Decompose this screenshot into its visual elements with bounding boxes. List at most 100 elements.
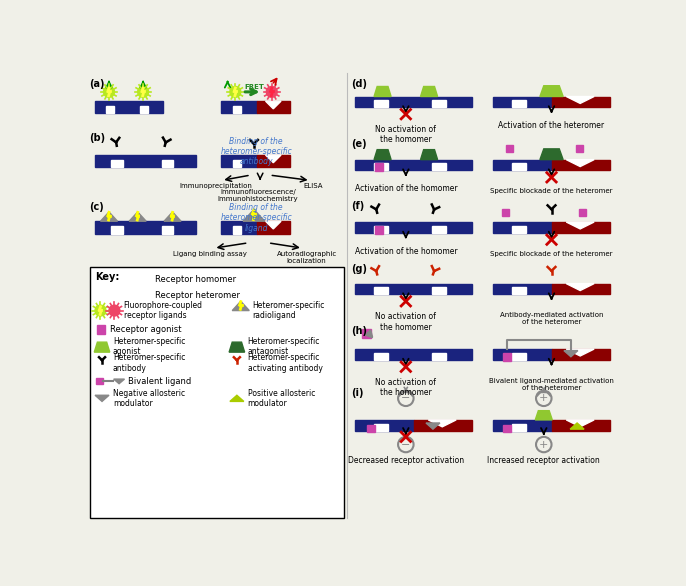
Text: Activation of the homomer: Activation of the homomer bbox=[355, 247, 457, 255]
Polygon shape bbox=[243, 209, 265, 222]
Bar bbox=[502, 209, 509, 216]
Text: Activation of the heteromer: Activation of the heteromer bbox=[499, 121, 604, 130]
Bar bbox=[552, 222, 610, 233]
Text: Bivalent ligand: Bivalent ligand bbox=[128, 377, 191, 386]
Polygon shape bbox=[566, 222, 594, 229]
Text: Autoradiographic
localization: Autoradiographic localization bbox=[276, 250, 337, 264]
Text: (d): (d) bbox=[351, 79, 368, 89]
Bar bbox=[512, 163, 526, 171]
Text: No activation of
the homomer: No activation of the homomer bbox=[375, 125, 436, 144]
Bar bbox=[355, 420, 414, 431]
Text: No activation of
the homomer: No activation of the homomer bbox=[375, 312, 436, 332]
Text: Positive allosteric
modulator: Positive allosteric modulator bbox=[248, 389, 315, 408]
Bar bbox=[96, 275, 150, 284]
Text: (f): (f) bbox=[351, 201, 365, 211]
Text: Activation of the homomer: Activation of the homomer bbox=[355, 184, 457, 193]
Bar bbox=[355, 159, 472, 171]
Bar bbox=[233, 105, 241, 114]
Bar bbox=[506, 145, 512, 152]
Bar bbox=[105, 294, 111, 300]
Text: Bivalent ligand-mediated activation
of the heteromer: Bivalent ligand-mediated activation of t… bbox=[489, 377, 614, 390]
Bar bbox=[512, 226, 526, 233]
Text: ELISA: ELISA bbox=[304, 183, 323, 189]
Text: (b): (b) bbox=[89, 132, 105, 142]
Polygon shape bbox=[566, 97, 594, 104]
Text: Fluorophore-coupled
receptor ligands: Fluorophore-coupled receptor ligands bbox=[123, 301, 203, 321]
Circle shape bbox=[104, 87, 115, 97]
Bar bbox=[222, 155, 257, 168]
Polygon shape bbox=[540, 86, 563, 97]
Bar bbox=[493, 284, 552, 294]
Polygon shape bbox=[229, 342, 245, 352]
Text: Ligang binding assay: Ligang binding assay bbox=[173, 250, 247, 257]
Text: Increased receptor activation: Increased receptor activation bbox=[487, 456, 600, 465]
Text: Negative allosteric
modulator: Negative allosteric modulator bbox=[113, 389, 185, 408]
Bar bbox=[233, 159, 241, 168]
Text: Heteromer-specific
radioligand: Heteromer-specific radioligand bbox=[252, 301, 324, 321]
Bar bbox=[257, 101, 289, 114]
Circle shape bbox=[95, 305, 106, 316]
Polygon shape bbox=[535, 411, 552, 420]
Bar bbox=[432, 288, 446, 294]
Polygon shape bbox=[164, 212, 181, 222]
Bar bbox=[576, 145, 582, 152]
Polygon shape bbox=[374, 149, 391, 159]
Bar bbox=[96, 291, 123, 300]
Bar bbox=[132, 279, 138, 284]
Text: Heteromer-specific
antagonist: Heteromer-specific antagonist bbox=[248, 337, 320, 356]
Bar bbox=[233, 226, 241, 234]
Bar bbox=[374, 226, 388, 233]
Text: No activation of
the homomer: No activation of the homomer bbox=[375, 377, 436, 397]
Text: Heteromer-specific
agonist: Heteromer-specific agonist bbox=[113, 337, 185, 356]
Bar bbox=[432, 353, 446, 360]
Text: +: + bbox=[539, 440, 549, 449]
Bar bbox=[375, 163, 383, 171]
Bar bbox=[493, 349, 552, 360]
Bar bbox=[355, 222, 472, 233]
Circle shape bbox=[138, 87, 149, 97]
Bar bbox=[552, 97, 610, 107]
Text: Binding of the
heteromer-specific
antibody: Binding of the heteromer-specific antibo… bbox=[220, 137, 292, 166]
Bar bbox=[95, 155, 196, 168]
Bar bbox=[162, 226, 174, 234]
Text: −: − bbox=[401, 440, 410, 449]
Text: Antibody-mediated activation
of the heteromer: Antibody-mediated activation of the hete… bbox=[500, 312, 603, 325]
Polygon shape bbox=[95, 396, 109, 401]
Text: FRET: FRET bbox=[245, 84, 265, 90]
Circle shape bbox=[266, 87, 277, 97]
Polygon shape bbox=[566, 420, 594, 427]
Bar bbox=[355, 349, 472, 360]
Bar bbox=[355, 284, 472, 294]
Bar bbox=[552, 349, 610, 360]
Text: +: + bbox=[539, 393, 549, 403]
Bar bbox=[374, 100, 388, 107]
Bar bbox=[504, 424, 511, 432]
Bar bbox=[257, 222, 289, 234]
Text: Immunofluorescence/
Immunohistochemistry: Immunofluorescence/ Immunohistochemistry bbox=[217, 189, 298, 202]
Polygon shape bbox=[421, 87, 438, 97]
Bar bbox=[552, 159, 610, 171]
Polygon shape bbox=[570, 423, 584, 429]
Text: (e): (e) bbox=[351, 139, 367, 149]
Polygon shape bbox=[540, 149, 563, 159]
Polygon shape bbox=[114, 379, 124, 384]
Bar bbox=[257, 155, 289, 168]
Bar bbox=[374, 288, 388, 294]
Polygon shape bbox=[233, 301, 249, 311]
Polygon shape bbox=[426, 423, 440, 429]
Bar bbox=[374, 353, 388, 360]
Bar bbox=[97, 325, 105, 333]
Text: (g): (g) bbox=[351, 264, 368, 274]
Text: (c): (c) bbox=[89, 202, 104, 212]
Polygon shape bbox=[230, 396, 244, 401]
Bar bbox=[493, 222, 552, 233]
Polygon shape bbox=[129, 212, 146, 222]
Text: Receptor homomer: Receptor homomer bbox=[155, 275, 236, 284]
Text: Key:: Key: bbox=[95, 272, 119, 282]
Bar bbox=[493, 159, 552, 171]
Text: Receptor heteromer: Receptor heteromer bbox=[155, 291, 239, 299]
Polygon shape bbox=[566, 349, 594, 356]
Bar bbox=[374, 424, 388, 431]
Bar bbox=[90, 267, 344, 517]
Bar bbox=[162, 159, 174, 168]
